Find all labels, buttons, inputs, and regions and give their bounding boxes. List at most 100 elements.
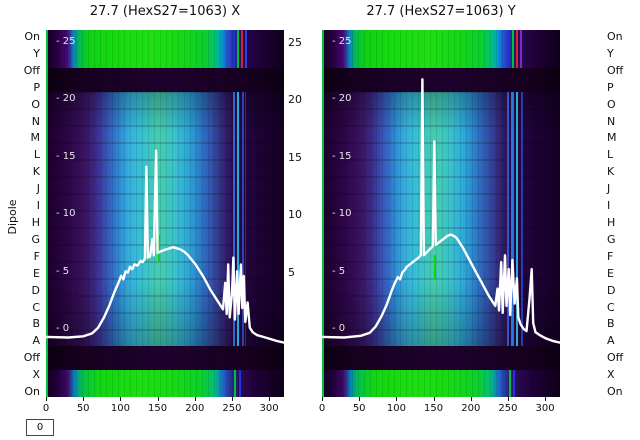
row-label: M [607,131,617,145]
y-tick-label: - 15 [332,150,352,162]
y-tick-label: - 10 [332,208,352,219]
heatmap-streak [237,92,240,346]
right-panel-title: 27.7 (HexS27=1063) Y [366,4,516,19]
row-label: P [33,80,40,94]
heatmap-streak [513,370,516,397]
x-tick-mark [359,397,361,401]
heatmap-panel-y: - 25 - 20 - 15 - 10 - 5 - 0 0 50 100 150 200 250 300 [319,30,560,414]
y-tick-label: - 25 [332,35,352,47]
row-label: H [607,216,616,229]
row-label: O [607,97,616,111]
heatmap-shading [322,92,560,346]
right-axis-tick-label: 5 [288,265,295,279]
y-tick-label: - 10 [56,208,76,219]
row-label: O [31,97,40,111]
x-tick-mark [507,397,509,401]
row-label: N [31,114,40,128]
heatmap-band-off2 [322,346,560,370]
x-tick-mark [269,397,271,401]
heatmap-streak [244,30,247,68]
row-label: A [607,334,615,348]
y-tick-label: - 5 [56,265,70,277]
row-label: Off [23,351,40,365]
x-tick-mark [231,397,233,401]
y-tick-label: - 0 [56,323,70,334]
row-label: I [36,199,40,212]
heatmap-streak [507,30,510,68]
y-tick-label: - 0 [332,323,346,334]
row-label: On [607,30,623,43]
heatmap-band-off2 [46,346,284,370]
heatmap-streak [511,30,514,68]
heatmap-band-bottom [322,370,560,397]
right-axis-tick-label: 15 [288,150,302,164]
x-tick-label: 150 [148,403,168,414]
heatmap-streak [240,30,243,68]
y-tick-label: - 5 [332,265,346,277]
heatmap-streak [516,92,519,346]
x-tick-mark [83,397,85,401]
row-label: B [32,317,40,331]
x-tick-mark [470,397,472,401]
heatmap-streak [237,30,240,68]
row-label: On [607,385,623,398]
x-tick-label: 0 [42,403,50,414]
row-label: C [32,300,40,314]
x-tick-label: 50 [76,403,90,414]
row-label: Off [607,63,624,77]
row-label: J [607,182,611,196]
x-tick-label: 100 [110,403,130,414]
row-label: C [607,300,615,314]
heatmap-band-top [46,30,284,68]
x-tick-label: 150 [424,403,444,414]
x-tick-mark [322,397,323,401]
row-label: X [607,368,615,382]
row-label: K [32,165,40,179]
row-label: On [24,30,40,43]
x-tick-label: 200 [185,403,205,414]
row-label: D [607,283,616,297]
x-tick-label: 250 [498,403,518,414]
x-tick-label: 0 [318,403,326,414]
heatmap-streak [233,30,236,68]
y-tick-label: - 20 [56,93,76,104]
x-tick-mark [433,397,435,401]
heatmap-streak [241,92,244,346]
x-tick-mark [545,397,547,401]
x-tick-label: 250 [222,403,242,414]
x-tick-mark [396,397,398,401]
row-label: F [607,249,614,263]
x-tick-label: 100 [386,403,406,414]
row-label: J [36,182,40,196]
x-tick-mark [157,397,159,401]
heatmap-panel-x: - 25 - 20 - 15 - 10 - 5 - 0 0 50 100 150 200 250 300 [43,30,284,414]
row-label: H [31,216,40,229]
row-label: Y [607,46,614,60]
row-label: K [607,165,615,179]
row-label: G [607,232,616,246]
row-label: M [30,131,41,145]
x-tick-label: 300 [259,403,279,414]
panel-edge-line [46,30,48,397]
y-tick-label: - 25 [56,35,76,47]
x-tick-mark [194,397,196,401]
x-tick-label: 200 [461,403,481,414]
row-label: N [607,114,616,128]
row-label: G [31,232,40,246]
offset-readout: 0 [26,419,54,436]
row-label: E [607,266,614,280]
heatmap-texture-rows [322,92,560,346]
heatmap-band-off1 [322,68,560,92]
heatmap-streak [519,30,522,68]
heatmap-band-main [322,92,560,346]
row-label: X [32,368,40,382]
heatmap-streak [506,92,509,346]
heatmap-streak [521,92,524,346]
row-label: E [33,266,40,280]
heatmap-band-off1 [46,68,284,92]
row-label: L [607,148,614,162]
heatmap-streak [234,370,237,397]
left-panel-title: 27.7 (HexS27=1063) X [89,4,241,19]
right-axis-tick-label: 20 [288,93,302,106]
row-label: Off [23,63,40,77]
